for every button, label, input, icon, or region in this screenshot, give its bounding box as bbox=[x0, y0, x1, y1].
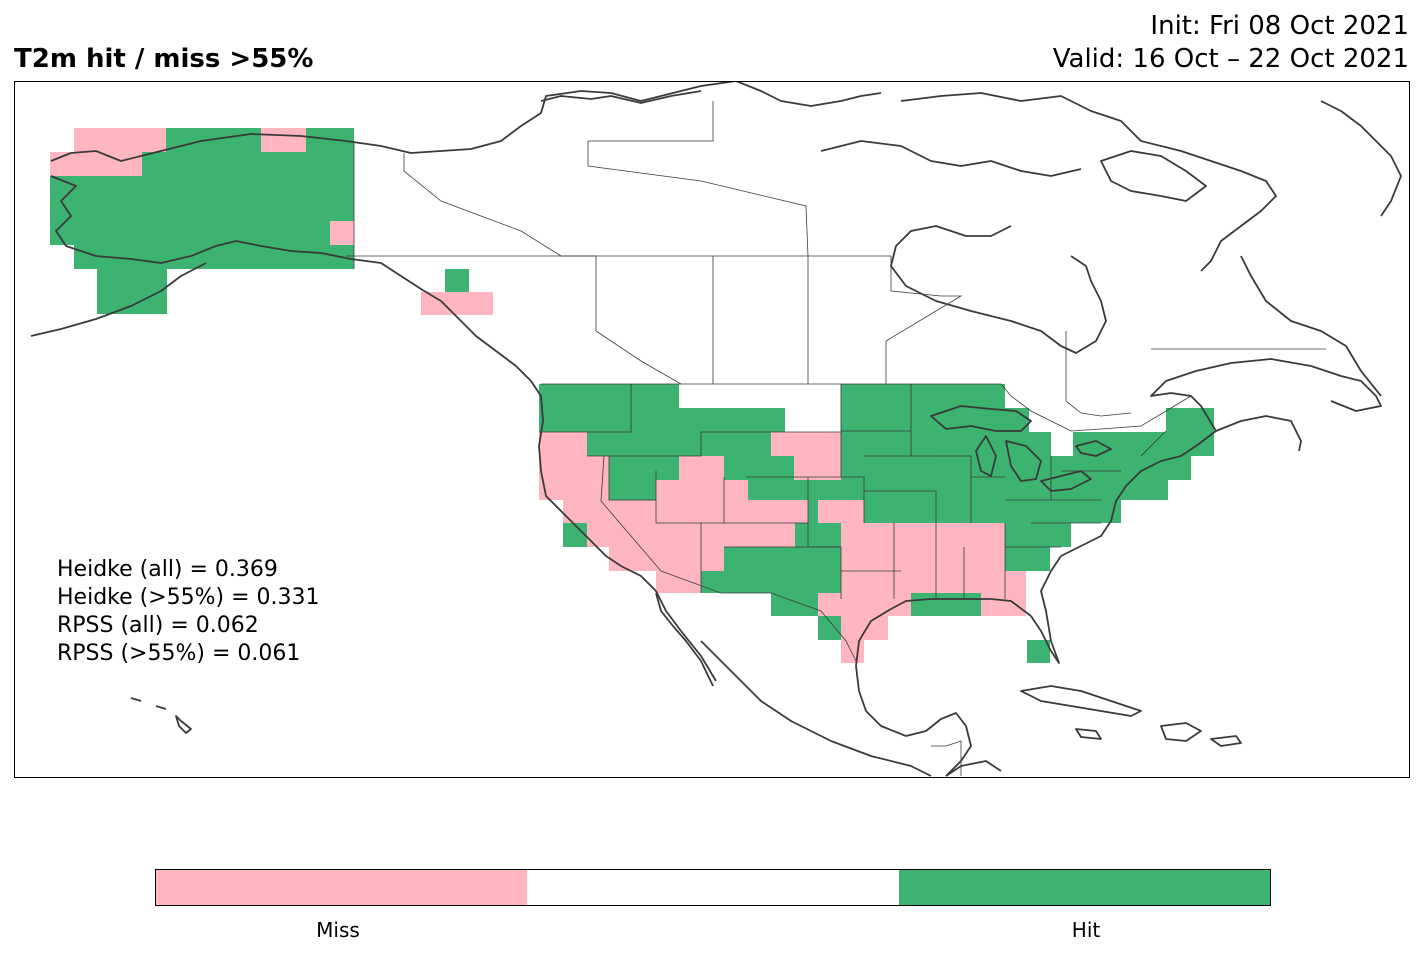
grid-cell-hit bbox=[808, 500, 818, 523]
grid-cell-miss bbox=[539, 456, 609, 480]
grid-cell-hit bbox=[1027, 640, 1050, 663]
grid-cell-hit bbox=[50, 176, 354, 221]
grid-cell-miss bbox=[841, 547, 1005, 571]
grid-cell-miss bbox=[74, 128, 166, 152]
grid-cell-miss bbox=[609, 547, 724, 571]
grid-cell-hit bbox=[445, 269, 469, 292]
grid-cell-hit bbox=[841, 384, 1005, 408]
valid-period: Valid: 16 Oct – 22 Oct 2021 bbox=[1052, 44, 1409, 74]
grid-cell-hit bbox=[587, 432, 771, 456]
grid-cell-miss bbox=[656, 480, 748, 500]
grid-cell-hit bbox=[864, 500, 1121, 523]
grid-cell-hit bbox=[609, 456, 679, 480]
grid-cell-miss bbox=[818, 500, 864, 523]
grid-cell-hit bbox=[1166, 408, 1214, 432]
grid-cell-hit bbox=[539, 408, 785, 432]
colorbar-hit-segment bbox=[898, 870, 1270, 905]
grid-cell-hit bbox=[724, 456, 794, 480]
grid-cell-miss bbox=[981, 593, 1026, 616]
grid-cell-hit bbox=[748, 480, 1168, 500]
skill-scores: Heidke (all) = 0.369 Heidke (>55%) = 0.3… bbox=[57, 556, 320, 668]
rpss-all: RPSS (all) = 0.062 bbox=[57, 613, 259, 638]
grid-cell-hit bbox=[701, 571, 841, 593]
grid-cell-miss bbox=[841, 571, 1026, 593]
verification-grid bbox=[50, 128, 1214, 663]
coastlines bbox=[30, 82, 1402, 777]
map-panel bbox=[14, 81, 1410, 778]
grid-cell-miss bbox=[330, 221, 354, 245]
heidke-all: Heidke (all) = 0.369 bbox=[57, 557, 278, 582]
grid-cell-hit bbox=[911, 593, 981, 616]
north-america-map bbox=[30, 82, 1402, 777]
colorbar-label-miss: Miss bbox=[316, 918, 360, 942]
grid-cell-miss bbox=[818, 593, 911, 616]
init-date: Init: Fri 08 Oct 2021 bbox=[1150, 11, 1409, 41]
grid-cell-hit bbox=[795, 523, 841, 547]
date-info: Init: Fri 08 Oct 2021 Valid: 16 Oct – 22… bbox=[1053, 10, 1409, 76]
grid-cell-hit bbox=[724, 547, 841, 571]
grid-cell-miss bbox=[841, 616, 888, 640]
grid-cell-miss bbox=[841, 523, 1005, 547]
colorbar-neutral-segment bbox=[527, 870, 899, 905]
colorbar bbox=[155, 869, 1271, 906]
grid-cell-hit bbox=[841, 456, 1191, 480]
grid-cell-hit bbox=[563, 523, 587, 547]
grid-cell-hit bbox=[539, 384, 679, 408]
grid-cell-hit bbox=[771, 593, 818, 616]
heidke-55: Heidke (>55%) = 0.331 bbox=[57, 585, 320, 610]
colorbar-label-hit: Hit bbox=[1071, 918, 1101, 942]
grid-cell-miss bbox=[539, 432, 587, 456]
grid-cell-miss bbox=[656, 571, 701, 593]
grid-cell-miss bbox=[539, 480, 609, 500]
grid-cell-hit bbox=[818, 616, 841, 640]
grid-cell-hit bbox=[142, 152, 354, 176]
grid-cell-hit bbox=[50, 221, 330, 245]
rpss-55: RPSS (>55%) = 0.061 bbox=[57, 641, 301, 666]
grid-cell-miss bbox=[794, 456, 841, 480]
grid-cell-miss bbox=[771, 432, 841, 456]
grid-cell-hit bbox=[609, 480, 656, 500]
map-title: T2m hit / miss >55% bbox=[14, 44, 314, 74]
grid-cell-miss bbox=[587, 523, 795, 547]
grid-cell-miss bbox=[261, 128, 306, 152]
grid-cell-hit bbox=[1073, 432, 1214, 456]
grid-cell-hit bbox=[1005, 547, 1050, 571]
political-borders bbox=[346, 101, 1326, 776]
grid-cell-hit bbox=[97, 269, 167, 314]
grid-cell-miss bbox=[841, 640, 864, 663]
grid-cell-miss bbox=[679, 456, 724, 480]
grid-cell-hit bbox=[74, 245, 354, 269]
grid-cell-miss bbox=[421, 292, 493, 315]
grid-cell-hit bbox=[1005, 523, 1071, 547]
colorbar-miss-segment bbox=[156, 870, 528, 905]
grid-cell-miss bbox=[563, 500, 808, 523]
